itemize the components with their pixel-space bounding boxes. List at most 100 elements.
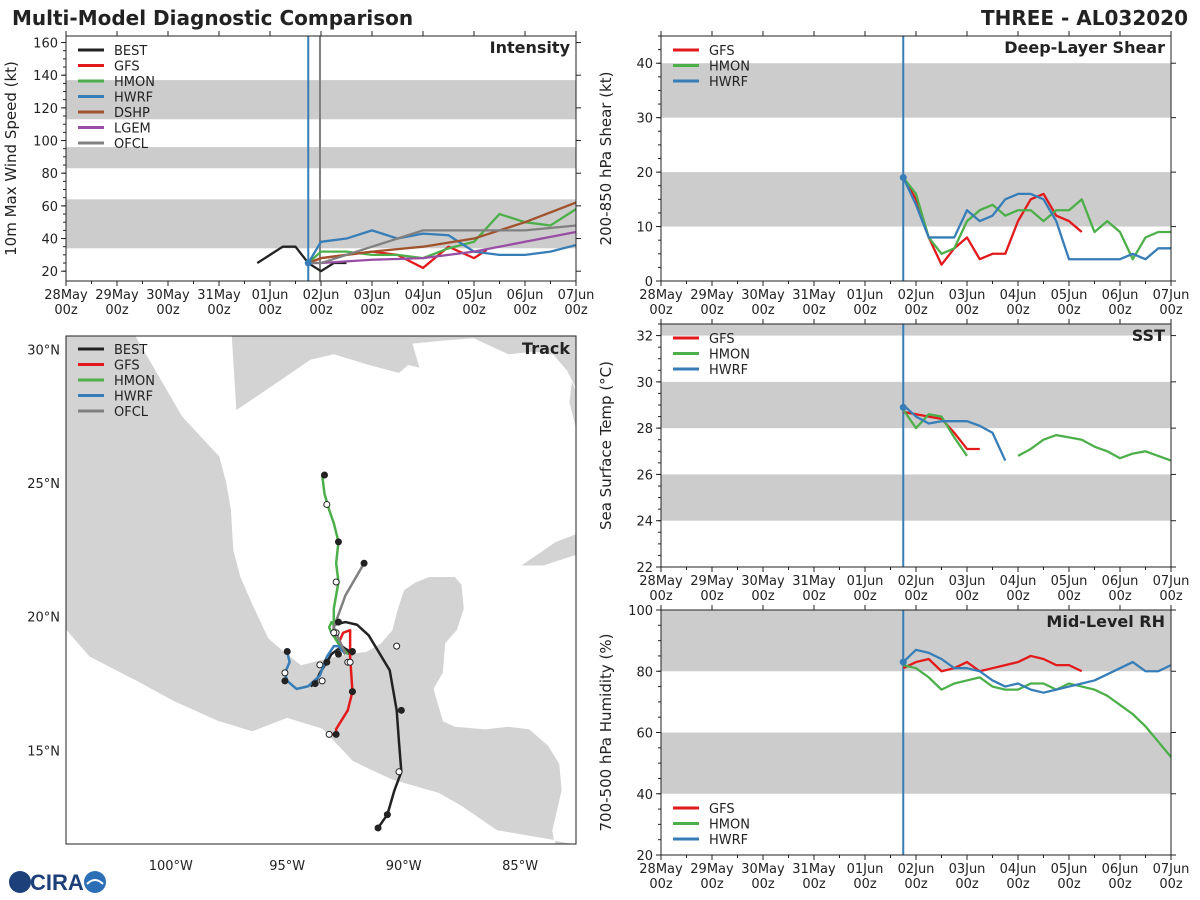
intensity-legend-label: HWRF [114, 91, 153, 106]
rh-band [661, 732, 1171, 794]
sst-xtick-sublabel: 00z [1057, 589, 1081, 604]
intensity-legend-label: HMON [114, 75, 155, 90]
track-point-filled [374, 824, 382, 832]
sst-background [661, 324, 1171, 567]
panel-sst: 28May00z29May00z30May00z31May00z01Jun00z… [597, 319, 1189, 604]
figure-title: Multi-Model Diagnostic Comparison [12, 6, 413, 30]
shear-title: Deep-Layer Shear [1004, 38, 1165, 57]
intensity-xtick-label: 05Jun [456, 288, 493, 303]
track-ofcl [332, 562, 366, 655]
shear-xtick-sublabel: 00z [904, 303, 928, 318]
rh-xtick-label: 02Jun [898, 862, 935, 877]
rh-xtick-label: 06Jun [1102, 862, 1139, 877]
intensity-series-dshp [307, 201, 577, 265]
rh-legend-label: GFS [709, 802, 735, 817]
intensity-band [66, 80, 576, 120]
shear-xtick-label: 02Jun [898, 288, 935, 303]
track-point-hollow [393, 642, 401, 650]
intensity-legend-label: LGEM [114, 122, 151, 137]
rh-legend-label: HMON [709, 818, 750, 833]
rh-title: Mid-Level RH [1046, 612, 1165, 631]
rh-series-gfs [902, 654, 1083, 673]
intensity-series-best [256, 245, 347, 273]
shear-series-hwrf [902, 177, 1171, 261]
intensity-xtick-sublabel: 00z [105, 303, 129, 318]
rh-xtick-sublabel: 00z [853, 877, 877, 892]
intensity-xtick-label: 31May [197, 288, 241, 303]
shear-series-gfs [902, 176, 1083, 266]
sst-legend-label: GFS [709, 332, 735, 347]
panels-group: 28May00z29May00z30May00z31May00z01Jun00z… [2, 31, 1189, 892]
sst-series-hmon [902, 408, 968, 457]
track-point-filled [334, 538, 342, 546]
rh-ytick-label: 20 [636, 849, 653, 864]
panel-rh: 28May00z29May00z30May00z31May00z01Jun00z… [597, 604, 1189, 892]
track-legend-label: OFCL [114, 405, 149, 420]
shear-ytick-label: 0 [645, 275, 653, 290]
rh-xtick-sublabel: 00z [802, 877, 826, 892]
shear-ytick-label: 20 [636, 166, 653, 181]
panel-shear: 28May00z29May00z30May00z31May00z01Jun00z… [597, 31, 1189, 318]
shear-xtick-label: 03Jun [949, 288, 986, 303]
logo-text: CIRA [30, 870, 84, 895]
track-lon-label: 100°W [149, 859, 193, 874]
intensity-xtick-sublabel: 00z [156, 303, 180, 318]
intensity-init-point [304, 259, 312, 267]
shear-legend-label: HWRF [709, 75, 748, 90]
shear-xtick-sublabel: 00z [751, 303, 775, 318]
intensity-xtick-sublabel: 00z [207, 303, 231, 318]
shear-xtick-sublabel: 00z [955, 303, 979, 318]
track-point-hollow [318, 677, 326, 685]
shear-xtick-label: 07Jun [1153, 288, 1190, 303]
sst-xtick-label: 03Jun [949, 574, 986, 589]
sst-xtick-label: 05Jun [1051, 574, 1088, 589]
intensity-ytick-label: 100 [33, 135, 58, 150]
sst-xtick-sublabel: 00z [700, 589, 724, 604]
track-point-hollow [330, 629, 338, 637]
shear-xtick-sublabel: 00z [1006, 303, 1030, 318]
land-gulf-coast [230, 336, 576, 412]
land-cuba [518, 533, 576, 567]
sst-xtick-sublabel: 00z [955, 589, 979, 604]
rh-xtick-label: 29May [690, 862, 734, 877]
land-mexico-central-america [66, 336, 576, 844]
intensity-series-ofcl [308, 224, 577, 265]
track-point-hollow [316, 661, 324, 669]
sst-xtick-label: 06Jun [1102, 574, 1139, 589]
logo-globe-left [9, 871, 31, 893]
intensity-legend-label: GFS [114, 60, 140, 75]
track-legend-label: BEST [114, 343, 147, 358]
intensity-xtick-label: 04Jun [405, 288, 442, 303]
track-point-filled [348, 688, 356, 696]
sst-xtick-label: 28May [639, 574, 683, 589]
intensity-band [66, 147, 576, 169]
intensity-xtick-sublabel: 00z [411, 303, 435, 318]
logo-globe-right [84, 871, 106, 893]
shear-legend-label: GFS [709, 44, 735, 59]
sst-xtick-sublabel: 00z [802, 589, 826, 604]
sst-xtick-sublabel: 00z [1159, 589, 1183, 604]
shear-ytick-label: 40 [636, 57, 653, 72]
intensity-xtick-sublabel: 00z [258, 303, 282, 318]
track-point-filled [281, 677, 289, 685]
sst-ytick-label: 26 [636, 468, 653, 483]
sst-xtick-label: 04Jun [1000, 574, 1037, 589]
track-point-hollow [346, 658, 354, 666]
rh-xtick-sublabel: 00z [955, 877, 979, 892]
track-point-filled [323, 658, 331, 666]
sst-xtick-sublabel: 00z [1108, 589, 1132, 604]
rh-xtick-label: 31May [792, 862, 836, 877]
panel-intensity: 28May00z29May00z30May00z31May00z01Jun00z… [2, 31, 594, 318]
track-title: Track [522, 339, 570, 358]
rh-init-point [899, 658, 907, 666]
rh-xtick-label: 03Jun [949, 862, 986, 877]
shear-xtick-label: 04Jun [1000, 288, 1037, 303]
rh-ylabel: 700-500 hPa Humidity (%) [597, 633, 615, 831]
storm-id: THREE - AL032020 [981, 6, 1188, 30]
sst-band [661, 324, 1171, 336]
intensity-series-hwrf [307, 229, 577, 264]
shear-xtick-sublabel: 00z [1108, 303, 1132, 318]
track-point-filled [332, 730, 340, 738]
shear-xtick-sublabel: 00z [802, 303, 826, 318]
